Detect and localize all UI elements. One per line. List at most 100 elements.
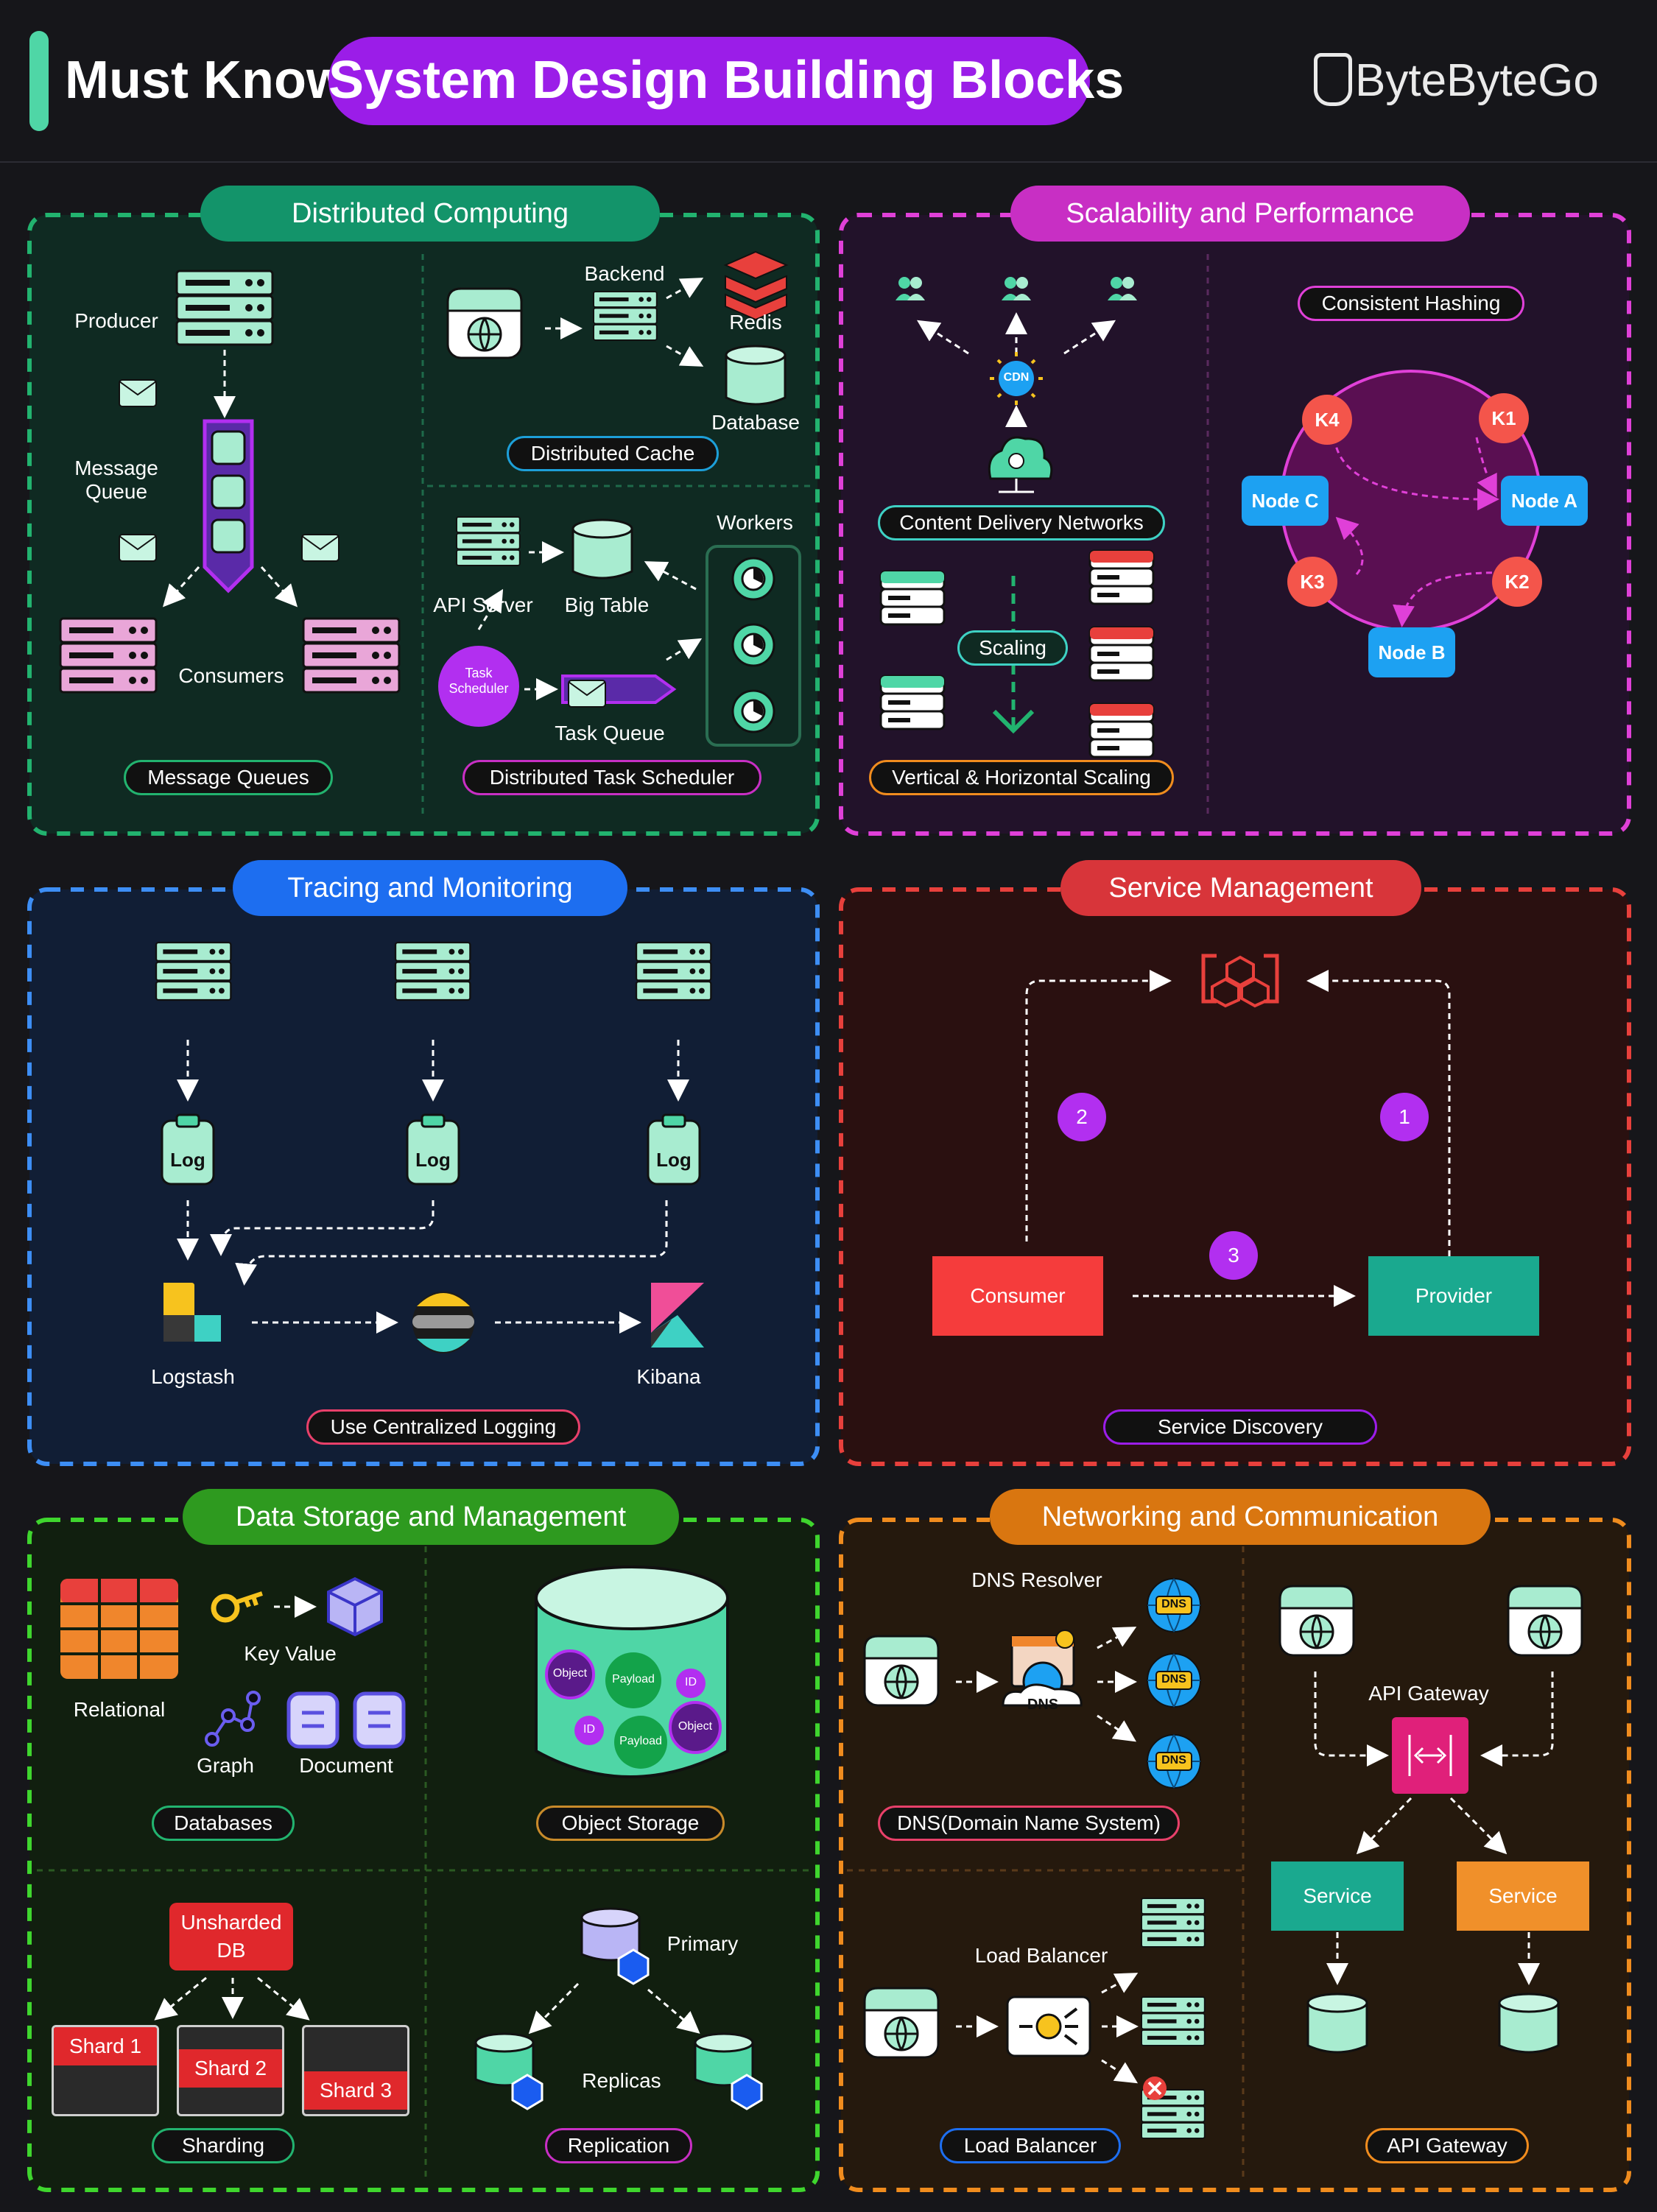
producer-server-icon: [175, 270, 274, 346]
id-bubble-label: ID: [583, 1723, 595, 1736]
panel-title-networking: Networking and Communication: [990, 1489, 1491, 1545]
node-b: Node B: [1368, 627, 1455, 677]
server-icon: [635, 941, 712, 1001]
server-icon: [879, 674, 946, 730]
server-icon: [1088, 702, 1155, 758]
shard-2: Shard 2: [177, 2025, 284, 2116]
server-icon: [394, 941, 471, 1001]
subtitle-vh-scaling: Vertical & Horizontal Scaling: [869, 760, 1174, 795]
unsharded-db-box: Unsharded DB: [169, 1903, 293, 1970]
brand-name: ByteByteGo: [1355, 55, 1599, 106]
consistent-hashing-label: Consistent Hashing: [1298, 286, 1524, 321]
api-gateway-icon: [1392, 1717, 1468, 1794]
worker-gear-icon: [731, 623, 775, 667]
log-label: Log: [170, 1149, 205, 1171]
provider-box: Provider: [1368, 1256, 1539, 1336]
panel-border-networking: [839, 1518, 1631, 2192]
database-icon: [1498, 1993, 1560, 2054]
big-table-icon: [571, 518, 633, 580]
cube-icon: [327, 1577, 383, 1637]
panel-title-distributed: Distributed Computing: [200, 186, 660, 242]
consumer-box: Consumer: [932, 1256, 1103, 1336]
user-icon: [1108, 277, 1137, 300]
replica-db-icon: [474, 2032, 543, 2110]
shard-label: Shard 2: [179, 2049, 282, 2088]
producer-label: Producer: [74, 309, 158, 332]
primary-label: Primary: [666, 1932, 739, 1955]
bytebytego-logo-icon: [1314, 53, 1352, 106]
subtitle-api-gateway: API Gateway: [1365, 2128, 1529, 2163]
shard-1: Shard 1: [52, 2025, 159, 2116]
scaling-label: Scaling: [957, 630, 1068, 666]
browser-icon: [863, 1635, 940, 1707]
dns-globe-label: DNS: [1161, 1598, 1186, 1610]
dns-cloud-label: DNS: [1027, 1697, 1059, 1713]
node-a: Node A: [1501, 476, 1588, 526]
consumer-server-icon: [302, 617, 401, 694]
server-icon: [1141, 1898, 1206, 1948]
key-value-label: Key Value: [244, 1642, 337, 1665]
subtitle-message-queues: Message Queues: [124, 760, 333, 795]
panel-border-service: [839, 887, 1631, 1466]
task-queue-label: Task Queue: [555, 722, 665, 744]
server-icon: [1141, 2089, 1206, 2139]
backend-server-icon: [593, 291, 658, 341]
service-box: Service: [1457, 1861, 1589, 1931]
graph-icon: [205, 1691, 261, 1747]
step-2-badge: 2: [1058, 1093, 1106, 1141]
panel-title-service: Service Management: [1060, 860, 1421, 916]
cloud-icon: [988, 436, 1053, 493]
header-divider: [0, 161, 1657, 163]
database-icon: [725, 345, 787, 406]
panel-title-scalability: Scalability and Performance: [1010, 186, 1470, 242]
node-c: Node C: [1242, 476, 1329, 526]
relational-table-icon: [60, 1579, 178, 1679]
log-label: Log: [656, 1149, 692, 1171]
panel-border-distributed: [27, 213, 820, 836]
task-queue-icon: [561, 674, 677, 704]
step-3-badge: 3: [1209, 1231, 1258, 1280]
service-box: Service: [1271, 1861, 1404, 1931]
redis-icon: [723, 250, 789, 321]
server-icon: [1088, 549, 1155, 605]
server-icon: [155, 941, 232, 1001]
key-k1: K1: [1479, 393, 1529, 443]
subtitle-distributed-task-scheduler: Distributed Task Scheduler: [462, 760, 761, 795]
header-prefix: Must Know: [65, 51, 348, 110]
subtitle-distributed-cache: Distributed Cache: [507, 436, 719, 471]
replicas-label: Replicas: [582, 2069, 661, 2092]
message-queue-label: Message Queue: [74, 457, 158, 503]
redis-label: Redis: [729, 311, 782, 334]
id-bubble-label: ID: [685, 1676, 697, 1688]
shard-label: Shard 3: [304, 2071, 407, 2110]
server-icon: [1141, 1996, 1206, 2046]
dns-resolver-icon: [1002, 1630, 1083, 1707]
subtitle-replication: Replication: [545, 2128, 692, 2163]
worker-gear-icon: [731, 689, 775, 733]
dns-globe-label: DNS: [1161, 1673, 1186, 1686]
payload-bubble-label: Payload: [619, 1735, 662, 1747]
subtitle-dns: DNS(Domain Name System): [878, 1806, 1180, 1841]
load-balancer-top-label: Load Balancer: [974, 1944, 1108, 1967]
header-title: System Design Building Blocks: [328, 51, 1125, 110]
user-icon: [1002, 277, 1031, 300]
browser-icon: [863, 1987, 940, 2059]
service-registry-icon: [1201, 954, 1279, 1008]
envelope-icon: [568, 680, 606, 708]
subtitle-object-storage: Object Storage: [536, 1806, 725, 1841]
graph-label: Graph: [197, 1754, 254, 1777]
consumers-label: Consumers: [178, 664, 284, 687]
worker-gear-icon: [731, 557, 775, 601]
logstash-icon: [163, 1283, 221, 1342]
subtitle-load-balancer: Load Balancer: [940, 2128, 1121, 2163]
key-k3: K3: [1287, 557, 1337, 607]
user-icon: [896, 277, 925, 300]
tracing-arrows: [177, 1040, 689, 1334]
server-icon: [1088, 626, 1155, 682]
api-server-icon: [456, 516, 521, 566]
shard-label: Shard 1: [54, 2027, 157, 2065]
shard-3: Shard 3: [302, 2025, 409, 2116]
subtitle-service-discovery: Service Discovery: [1103, 1409, 1377, 1445]
document-label: Document: [299, 1754, 393, 1777]
task-scheduler-label: Task Scheduler: [448, 666, 509, 696]
